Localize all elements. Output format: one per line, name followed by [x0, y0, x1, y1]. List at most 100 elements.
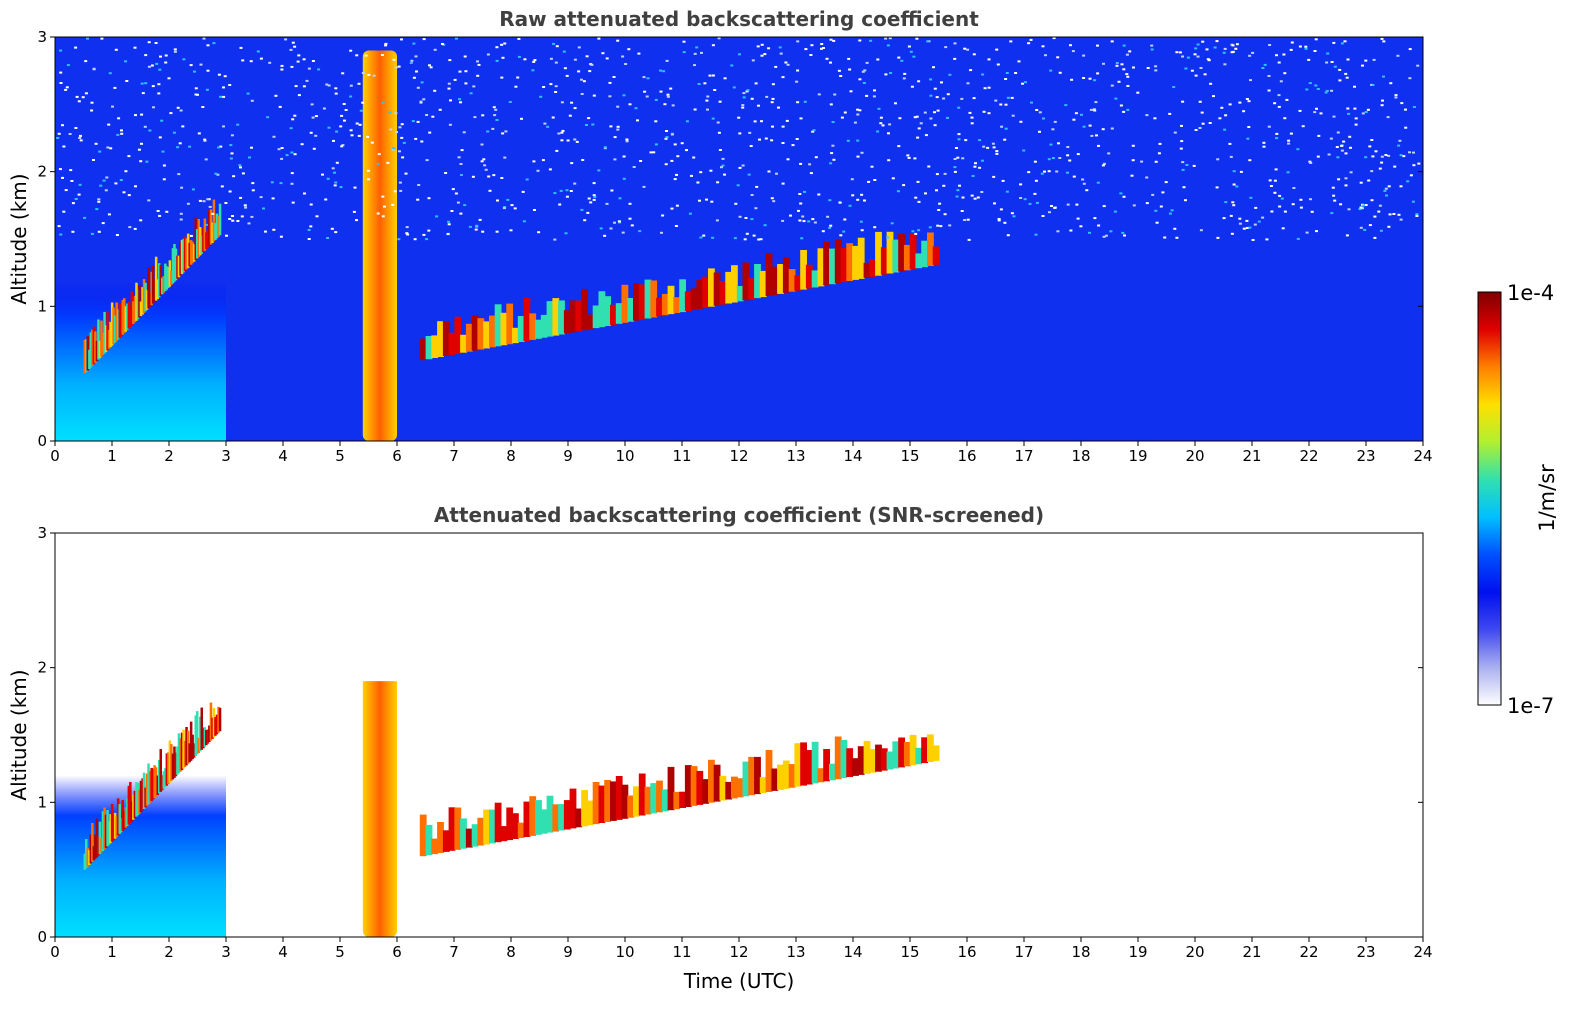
- cloud-cell: [898, 233, 905, 272]
- heatmap-cell: [1370, 170, 1374, 173]
- heatmap-cell: [1332, 41, 1336, 44]
- heatmap-cell: [384, 42, 388, 45]
- heatmap-cell: [1358, 208, 1362, 211]
- heatmap-cell: [764, 137, 768, 140]
- heatmap-cell: [279, 235, 283, 238]
- heatmap-cell: [573, 182, 577, 185]
- heatmap-cell: [279, 182, 283, 185]
- heatmap-cell: [613, 136, 617, 139]
- cloud-cell: [869, 259, 877, 277]
- heatmap-cell: [98, 150, 102, 153]
- heatmap-cell: [256, 50, 260, 53]
- heatmap-cell: [720, 166, 723, 169]
- heatmap-cell: [637, 52, 641, 55]
- heatmap-cell: [162, 164, 166, 167]
- heatmap-cell: [97, 200, 101, 203]
- heatmap-cell: [303, 192, 306, 195]
- heatmap-cell: [1316, 88, 1320, 90]
- heatmap-cell: [970, 116, 974, 119]
- heatmap-cell: [1110, 84, 1114, 87]
- heatmap-cell: [1399, 154, 1403, 157]
- heatmap-cell: [863, 199, 866, 202]
- heatmap-cell: [331, 167, 335, 170]
- heatmap-cell: [616, 128, 620, 131]
- heatmap-cell: [1170, 209, 1174, 212]
- heatmap-cell: [795, 138, 799, 140]
- heatmap-cell: [1417, 162, 1421, 165]
- heatmap-cell: [305, 79, 309, 82]
- heatmap-cell: [353, 186, 357, 189]
- cloud-cell: [800, 250, 807, 290]
- heatmap-cell: [634, 107, 638, 110]
- heatmap-cell: [750, 218, 754, 221]
- cloud-cell: [713, 764, 721, 802]
- heatmap-cell: [1337, 178, 1341, 181]
- cloud-cell: [185, 727, 188, 766]
- heatmap-cell: [987, 112, 991, 115]
- heatmap-cell: [811, 130, 815, 133]
- heatmap-cell: [1172, 86, 1176, 88]
- heatmap-cell: [1265, 238, 1269, 241]
- cloud-cell: [915, 747, 923, 765]
- heatmap-cell: [340, 145, 344, 148]
- heatmap-cell: [693, 64, 696, 67]
- heatmap-cell: [859, 220, 863, 223]
- heatmap-cell: [1313, 50, 1317, 52]
- cloud-cell: [150, 767, 153, 802]
- heatmap-cell: [692, 156, 696, 159]
- heatmap-cell: [355, 122, 359, 125]
- heatmap-cell: [451, 188, 455, 191]
- heatmap-cell: [291, 201, 295, 204]
- heatmap-cell: [1027, 42, 1031, 45]
- cloud-cell: [115, 816, 118, 837]
- heatmap-cell: [232, 175, 236, 178]
- heatmap-cell: [1126, 108, 1130, 111]
- heatmap-cell: [1066, 154, 1070, 157]
- heatmap-cell: [953, 57, 957, 60]
- heatmap-cell: [1010, 96, 1014, 99]
- cloud-cell: [203, 727, 207, 747]
- heatmap-cell: [1235, 43, 1239, 46]
- heatmap-cell: [1229, 214, 1233, 217]
- cloud-cell: [638, 284, 646, 320]
- x-tick-label: 12: [729, 943, 748, 961]
- heatmap-cell: [496, 199, 499, 202]
- heatmap-cell: [777, 106, 780, 109]
- heatmap-cell: [605, 57, 609, 60]
- heatmap-cell: [291, 41, 295, 44]
- heatmap-cell: [1113, 210, 1117, 213]
- heatmap-cell: [372, 74, 376, 77]
- heatmap-cell: [268, 61, 272, 64]
- heatmap-cell: [936, 109, 940, 112]
- heatmap-cell: [810, 44, 814, 47]
- cloud-cell: [650, 783, 658, 814]
- cloud-cell: [679, 279, 686, 313]
- cloud-cell: [215, 213, 219, 239]
- x-tick-label: 18: [1071, 447, 1090, 465]
- heatmap-cell: [1066, 146, 1070, 148]
- cloud-cell: [126, 798, 129, 827]
- heatmap-cell: [250, 146, 253, 149]
- heatmap-cell: [803, 190, 806, 193]
- cloud-cell: [167, 752, 170, 785]
- cloud-cell: [106, 810, 109, 847]
- heatmap-cell: [477, 63, 481, 66]
- heatmap-cell: [69, 169, 73, 172]
- heatmap-cell: [1273, 191, 1277, 194]
- cloud-cell: [212, 707, 216, 738]
- heatmap-cell: [978, 166, 982, 169]
- heatmap-cell: [105, 176, 109, 179]
- heatmap-cell: [155, 62, 159, 65]
- heatmap-cell: [1033, 160, 1037, 163]
- heatmap-cell: [327, 126, 331, 129]
- heatmap-cell: [1299, 206, 1303, 209]
- heatmap-cell: [97, 198, 101, 201]
- x-tick-label: 16: [957, 943, 976, 961]
- heatmap-cell: [416, 86, 420, 89]
- heatmap-cell: [482, 158, 486, 161]
- y-tick-label: 0: [37, 432, 47, 450]
- heatmap-cell: [968, 111, 972, 114]
- heatmap-cell: [1215, 186, 1219, 189]
- heatmap-cell: [992, 175, 996, 178]
- cloud-cell: [494, 802, 502, 843]
